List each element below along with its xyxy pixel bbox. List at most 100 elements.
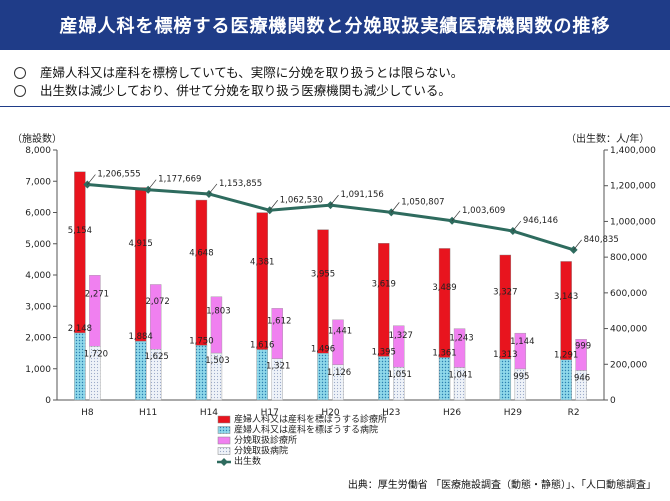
left-tick-label: 0	[45, 396, 51, 406]
right-tick-label: 200,000	[610, 360, 647, 370]
bar-delivery-clinic	[210, 296, 223, 354]
birth-label-leader	[512, 220, 522, 232]
data-label-delivery-clinic: 1,441	[328, 326, 352, 336]
data-label-delivery-hospital: 1,321	[266, 362, 290, 372]
x-tick-label: H11	[139, 408, 157, 418]
page-title: 産婦人科を標榜する医療機関数と分娩取扱実績医療機関数の推移	[0, 0, 670, 50]
right-axis-label: （出生数：人/年）	[566, 132, 649, 145]
birth-label-leader	[330, 194, 339, 206]
birth-label-leader	[451, 210, 461, 222]
data-label-hospital: 1,616	[250, 341, 274, 351]
data-label-delivery-hospital: 1,126	[327, 368, 351, 378]
data-label-birth: 1,177,669	[158, 175, 201, 185]
birth-label-leader	[87, 174, 96, 185]
right-tick-label: 1,200,000	[610, 182, 656, 192]
legend-label: 産婦人科又は産科を標ぼうする病院	[234, 424, 378, 436]
data-label-hospital: 1,291	[554, 351, 578, 361]
data-label-hospital: 1,496	[311, 344, 335, 354]
bar-delivery-clinic	[514, 332, 527, 370]
data-label-birth: 1,091,156	[341, 190, 384, 200]
circle-bullet-icon	[14, 67, 26, 79]
notes: 産婦人科又は産科を標榜していても、実際に分娩を取り扱うとは限らない。 出生数は減…	[14, 64, 654, 100]
data-label-delivery-hospital: 1,503	[205, 356, 229, 366]
right-tick-label: 800,000	[610, 253, 647, 263]
x-tick-label: H29	[504, 408, 522, 418]
left-tick-label: 4,000	[25, 271, 51, 281]
data-label-delivery-clinic: 2,072	[145, 297, 169, 307]
x-tick-label: H20	[321, 408, 339, 418]
bar-hospital	[134, 340, 147, 401]
data-label-clinic: 4,915	[128, 239, 152, 249]
bar-hospital	[256, 349, 268, 401]
birth-line	[87, 183, 575, 252]
bar-hospital	[499, 358, 512, 401]
bar-hospital	[560, 359, 572, 401]
legend-swatch	[217, 436, 231, 445]
left-tick-label: 6,000	[25, 209, 51, 219]
bar-clinic	[378, 243, 390, 357]
data-label-clinic: 3,327	[493, 288, 517, 298]
data-label-hospital: 2,148	[68, 324, 92, 334]
data-label-delivery-clinic: 1,612	[267, 316, 291, 326]
x-tick-label: H8	[81, 408, 94, 418]
left-axis-label: （施設数）	[12, 132, 62, 145]
data-label-birth: 1,003,609	[462, 206, 505, 216]
bar-clinic	[256, 212, 268, 350]
left-tick-label: 3,000	[25, 302, 51, 312]
bar-delivery-clinic	[149, 284, 162, 350]
data-label-clinic: 4,381	[250, 258, 274, 268]
x-tick-label: H14	[200, 408, 218, 418]
bar-clinic	[195, 199, 208, 346]
data-label-delivery-hospital: 946	[574, 373, 590, 383]
legend-swatch	[217, 415, 231, 424]
note-text-2: 出生数は減少しており、併せて分娩を取り扱う医療機関も減少している。	[40, 83, 451, 98]
right-tick-label: 0	[610, 396, 616, 406]
bar-delivery-clinic	[453, 328, 466, 368]
data-label-delivery-hospital: 1,041	[448, 370, 472, 380]
birth-label-leader	[391, 202, 400, 213]
bar-delivery-clinic	[575, 339, 587, 371]
left-tick-label: 5,000	[25, 240, 51, 250]
right-tick-label: 1,000,000	[610, 217, 656, 227]
data-label-delivery-clinic: 1,243	[449, 333, 473, 343]
bar-clinic	[74, 171, 86, 334]
data-label-hospital: 1,750	[189, 336, 213, 346]
bar-clinic	[438, 248, 451, 358]
birth-label-leader	[573, 239, 582, 251]
data-label-delivery-hospital: 1,625	[144, 352, 168, 362]
data-label-birth: 946,146	[523, 216, 558, 226]
source-note: 出典：厚生労働省 「医療施設調査（動態・静態）」、「人口動態調査」	[347, 480, 656, 491]
birth-label-leader	[208, 183, 218, 195]
data-label-delivery-clinic: 1,144	[510, 337, 534, 347]
data-label-clinic: 3,955	[311, 270, 335, 280]
legend-label: 分娩取扱病院	[234, 445, 288, 457]
data-label-delivery-hospital: 995	[513, 372, 529, 382]
left-tick-label: 8,000	[25, 146, 51, 156]
right-tick-label: 1,400,000	[610, 146, 656, 156]
bar-clinic	[499, 254, 512, 360]
bar-delivery-clinic	[271, 308, 283, 359]
bar-delivery-clinic	[332, 319, 344, 366]
data-label-hospital: 1,884	[128, 332, 152, 342]
left-tick-label: 2,000	[25, 334, 51, 344]
birth-label-leader	[269, 200, 278, 211]
bar-hospital	[74, 332, 86, 401]
left-tick-label: 1,000	[25, 365, 51, 375]
data-label-delivery-clinic: 1,327	[389, 331, 413, 341]
data-label-birth: 1,062,530	[280, 195, 323, 205]
legend-label: 出生数	[234, 455, 261, 467]
legend-label: 産婦人科又は産科を標ぼうする診療所	[234, 413, 387, 425]
bar-delivery-clinic	[393, 325, 405, 368]
x-tick-label: R2	[568, 408, 580, 418]
left-tick-label: 7,000	[25, 177, 51, 187]
data-label-clinic: 3,619	[372, 279, 396, 289]
data-label-delivery-clinic: 999	[575, 342, 591, 352]
data-label-hospital: 1,361	[432, 348, 456, 358]
data-label-hospital: 1,313	[493, 350, 517, 360]
birth-label-leader	[147, 179, 157, 190]
note-text-1: 産婦人科又は産科を標榜していても、実際に分娩を取り扱うとは限らない。	[40, 65, 464, 80]
data-label-birth: 840,835	[584, 235, 619, 245]
bar-clinic	[560, 261, 572, 360]
legend-marker	[220, 458, 228, 466]
